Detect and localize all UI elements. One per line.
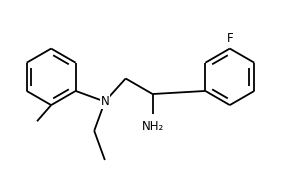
- Text: N: N: [101, 95, 109, 108]
- Text: F: F: [227, 32, 233, 45]
- Text: NH₂: NH₂: [141, 121, 164, 134]
